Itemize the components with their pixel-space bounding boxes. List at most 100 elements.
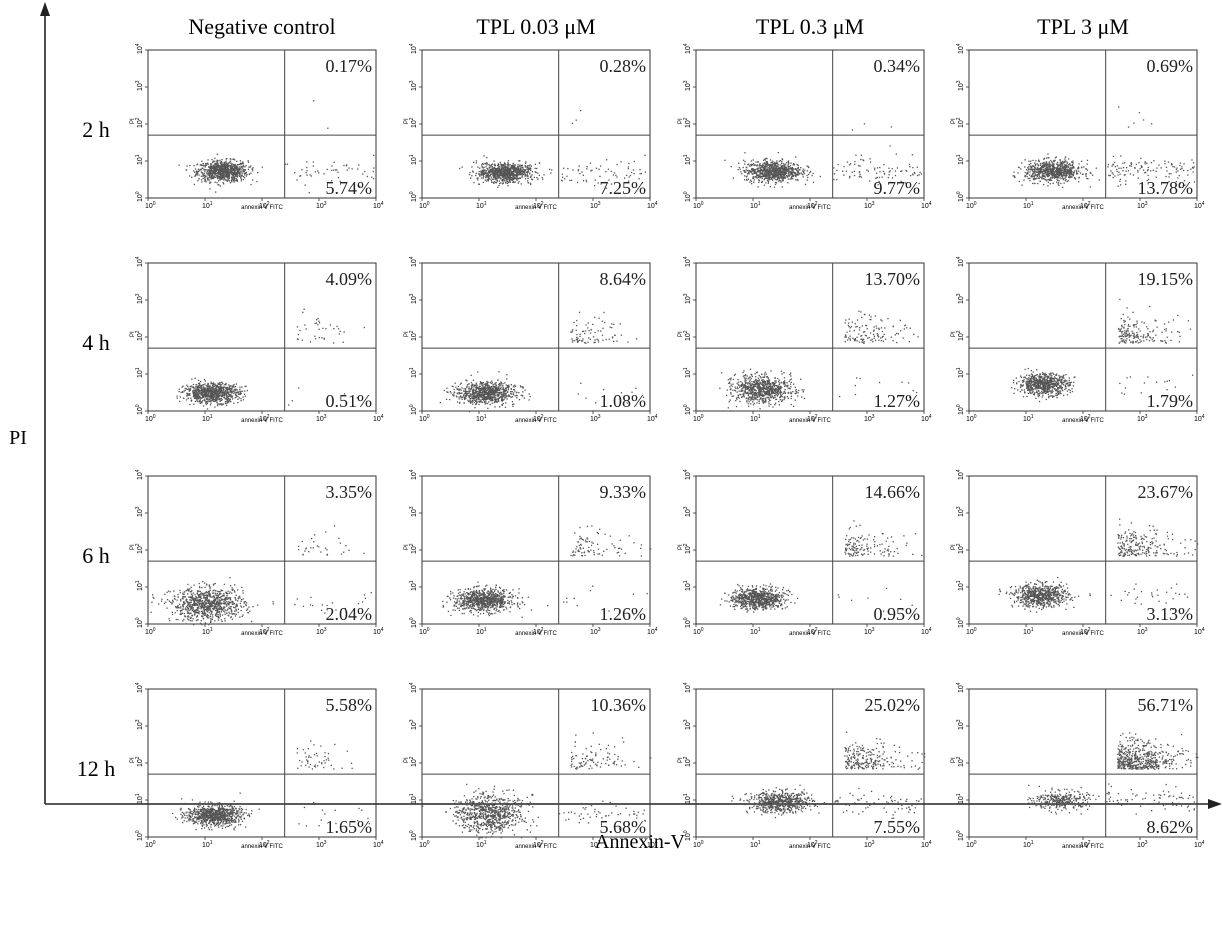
event-dot	[1120, 179, 1121, 180]
event-dot	[788, 178, 789, 179]
event-dot	[210, 170, 211, 171]
event-dot	[479, 168, 480, 169]
event-dot	[242, 168, 243, 169]
event-dot	[500, 171, 501, 172]
event-dot	[590, 163, 591, 164]
event-dot	[1047, 185, 1048, 186]
event-dot	[1148, 167, 1149, 168]
event-dot	[204, 395, 205, 396]
event-dot	[306, 167, 307, 168]
event-dot	[227, 400, 228, 401]
event-dot	[779, 161, 780, 162]
event-dot	[321, 337, 322, 338]
event-dot	[1033, 171, 1034, 172]
event-dot	[765, 159, 766, 160]
event-dot	[888, 168, 889, 169]
event-dot	[498, 175, 499, 176]
event-dot	[318, 172, 319, 173]
event-dot	[190, 398, 191, 399]
event-dot	[483, 382, 484, 383]
event-dot	[746, 180, 747, 181]
event-dot	[549, 169, 550, 170]
event-dot	[1057, 166, 1058, 167]
event-dot	[242, 165, 243, 166]
event-dot	[310, 174, 311, 175]
event-dot	[773, 174, 774, 175]
event-dot	[220, 401, 221, 402]
event-dot	[803, 169, 804, 170]
event-dot	[230, 182, 231, 183]
event-dot	[223, 183, 224, 184]
event-dot	[1049, 180, 1050, 181]
event-dot	[542, 179, 543, 180]
event-dot	[495, 175, 496, 176]
event-dot	[1128, 126, 1129, 127]
event-dot	[462, 166, 463, 167]
event-dot	[1060, 165, 1061, 166]
event-dot	[1019, 181, 1020, 182]
event-dot	[1048, 168, 1049, 169]
event-dot	[1137, 171, 1138, 172]
event-dot	[208, 170, 209, 171]
event-dot	[220, 162, 221, 163]
event-dot	[228, 178, 229, 179]
event-dot	[781, 177, 782, 178]
event-dot	[491, 182, 492, 183]
event-dot	[1025, 176, 1026, 177]
event-dot	[484, 169, 485, 170]
event-dot	[229, 161, 230, 162]
event-dot	[1043, 184, 1044, 185]
event-dot	[231, 177, 232, 178]
event-dot	[236, 161, 237, 162]
event-dot	[327, 169, 328, 170]
event-dot	[1034, 176, 1035, 177]
event-dot	[228, 163, 229, 164]
event-dot	[466, 393, 467, 394]
event-dot	[218, 167, 219, 168]
event-dot	[1041, 170, 1042, 171]
event-dot	[502, 182, 503, 183]
event-dot	[790, 163, 791, 164]
event-dot	[179, 401, 180, 402]
event-dot	[217, 177, 218, 178]
event-dot	[531, 166, 532, 167]
event-dot	[522, 171, 523, 172]
event-dot	[199, 385, 200, 386]
event-dot	[529, 393, 530, 394]
event-dot	[221, 161, 222, 162]
event-dot	[890, 145, 891, 146]
event-dot	[213, 395, 214, 396]
event-dot	[201, 161, 202, 162]
event-dot	[510, 176, 511, 177]
event-dot	[500, 169, 501, 170]
event-dot	[780, 167, 781, 168]
event-dot	[212, 390, 213, 391]
event-dot	[252, 179, 253, 180]
event-dot	[487, 169, 488, 170]
event-dot	[225, 398, 226, 399]
event-dot	[764, 178, 765, 179]
event-dot	[807, 170, 808, 171]
event-dot	[224, 167, 225, 168]
event-dot	[481, 164, 482, 165]
event-dot	[1034, 163, 1035, 164]
y-tick-label: 100	[135, 404, 144, 415]
event-dot	[227, 176, 228, 177]
event-dot	[333, 162, 334, 163]
event-dot	[869, 158, 870, 159]
event-dot	[804, 170, 805, 171]
event-dot	[1151, 162, 1152, 163]
event-dot	[576, 120, 577, 121]
event-dot	[1056, 182, 1057, 183]
event-dot	[512, 401, 513, 402]
event-dot	[1013, 172, 1014, 173]
event-dot	[534, 168, 535, 169]
event-dot	[1042, 175, 1043, 176]
event-dot	[1067, 163, 1068, 164]
event-dot	[499, 177, 500, 178]
event-dot	[310, 341, 311, 342]
event-dot	[917, 167, 918, 168]
y-axis-arrow	[40, 2, 50, 16]
event-dot	[1046, 168, 1047, 169]
